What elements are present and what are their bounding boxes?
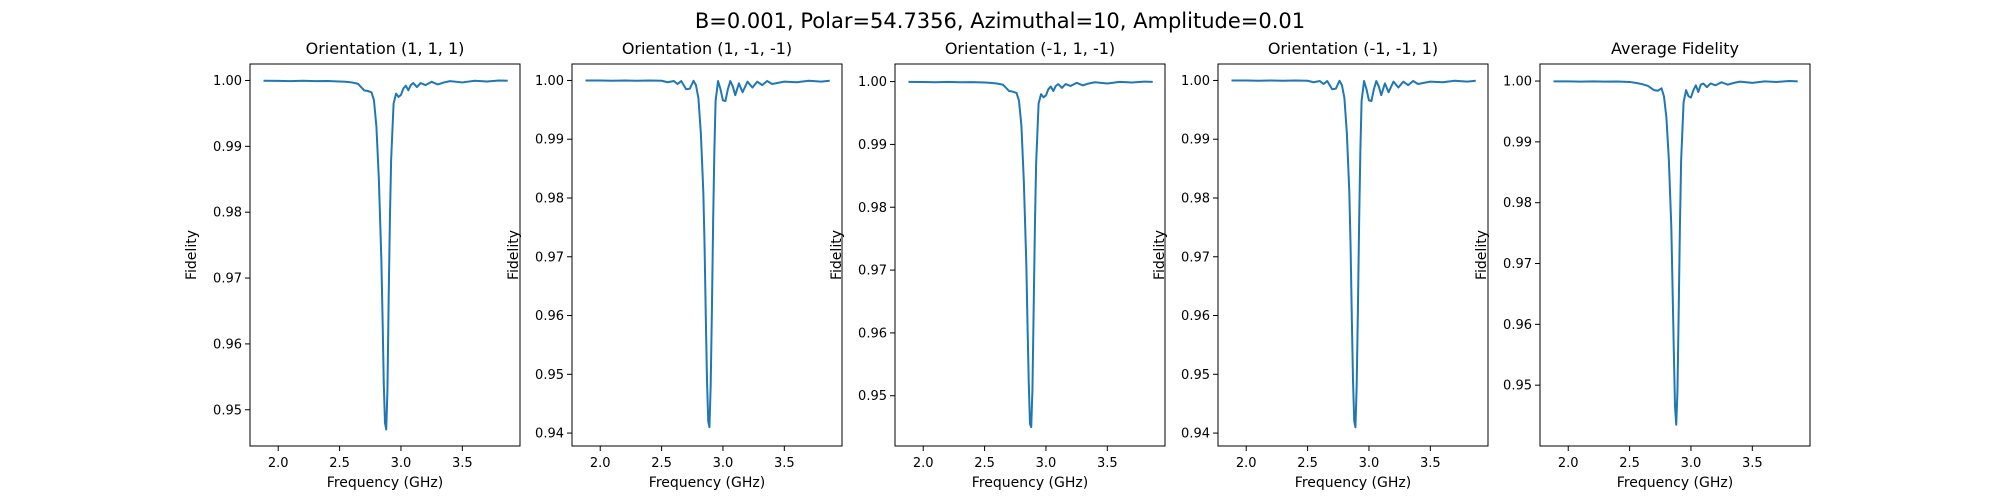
x-tick-label: 3.0	[1681, 456, 1702, 471]
x-tick-label: 2.0	[913, 456, 934, 471]
x-tick-label: 3.5	[452, 456, 473, 471]
y-tick-label: 0.98	[535, 191, 564, 206]
y-tick-label: 0.95	[858, 389, 887, 404]
y-tick-label: 0.97	[1503, 257, 1532, 272]
y-tick-label: 0.94	[1181, 427, 1210, 442]
subplot-title: Orientation (1, 1, 1)	[306, 39, 465, 58]
x-axis-label: Frequency (GHz)	[649, 475, 765, 491]
fidelity-line	[263, 79, 508, 431]
y-tick-label: 1.00	[858, 75, 887, 90]
y-tick-label: 0.98	[1181, 191, 1210, 206]
x-tick-label: 3.0	[1359, 456, 1380, 471]
x-axis-label: Frequency (GHz)	[327, 475, 443, 491]
x-tick-label: 2.0	[1558, 456, 1579, 471]
y-axis-label: Fidelity	[829, 230, 845, 280]
subplot-title: Orientation (1, -1, -1)	[622, 39, 792, 58]
x-tick-label: 3.5	[1742, 456, 1763, 471]
x-axis-label: Frequency (GHz)	[1617, 475, 1733, 491]
y-axis-label: Fidelity	[184, 230, 200, 280]
fidelity-line	[1231, 79, 1476, 429]
x-tick-label: 2.5	[974, 456, 995, 471]
x-tick-label: 2.0	[590, 456, 611, 471]
subplot-title: Orientation (-1, -1, 1)	[1268, 39, 1438, 58]
plot-frame	[249, 63, 521, 447]
y-tick-label: 0.99	[1503, 135, 1532, 150]
y-tick-label: 1.00	[535, 74, 564, 89]
x-axis-label: Frequency (GHz)	[1295, 475, 1411, 491]
subplot-title: Orientation (-1, 1, -1)	[945, 39, 1115, 58]
y-tick-label: 0.98	[1503, 196, 1532, 211]
x-axis-label: Frequency (GHz)	[972, 475, 1088, 491]
y-tick-label: 0.99	[858, 138, 887, 153]
x-tick-label: 2.0	[268, 456, 289, 471]
y-tick-label: 0.95	[213, 403, 242, 418]
subplot-5: Average Fidelity 2.0 2.5 3.0 3.5 0.95 0.96 0.97…	[1474, 39, 1811, 491]
x-tick-label: 3.5	[1097, 456, 1118, 471]
figure-title: B=0.001, Polar=54.7356, Azimuthal=10, Am…	[695, 9, 1305, 33]
y-tick-label: 0.97	[213, 272, 242, 287]
y-axis-label: Fidelity	[1152, 230, 1168, 280]
y-tick-label: 0.95	[1503, 379, 1532, 394]
y-tick-label: 0.95	[535, 368, 564, 383]
x-tick-label: 2.5	[329, 456, 350, 471]
y-tick-label: 1.00	[1503, 75, 1532, 90]
y-tick-label: 1.00	[213, 74, 242, 89]
plot-frame	[894, 63, 1166, 447]
fidelity-line	[1553, 80, 1798, 426]
y-tick-label: 0.99	[535, 133, 564, 148]
y-tick-label: 0.97	[535, 250, 564, 265]
x-tick-label: 3.0	[391, 456, 412, 471]
y-axis-label: Fidelity	[1474, 230, 1490, 280]
y-tick-label: 0.96	[213, 337, 242, 352]
x-tick-label: 2.5	[1297, 456, 1318, 471]
x-tick-label: 3.0	[713, 456, 734, 471]
y-tick-label: 0.95	[1181, 368, 1210, 383]
subplot-title: Average Fidelity	[1611, 39, 1739, 58]
y-tick-label: 0.97	[1181, 250, 1210, 265]
y-tick-label: 0.96	[858, 326, 887, 341]
y-tick-label: 0.96	[1503, 318, 1532, 333]
y-tick-label: 1.00	[1181, 74, 1210, 89]
y-axis-label: Fidelity	[506, 230, 522, 280]
fidelity-line	[908, 80, 1153, 429]
y-tick-label: 0.96	[1181, 309, 1210, 324]
plot-frame	[1539, 63, 1811, 447]
x-tick-label: 2.0	[1236, 456, 1257, 471]
x-tick-label: 2.5	[651, 456, 672, 471]
x-tick-label: 3.5	[774, 456, 795, 471]
y-tick-label: 0.97	[858, 264, 887, 279]
panels: Orientation (1, 1, 1) 2.0 2.5 3.0 3.5 0.95 0.9…	[184, 39, 1811, 491]
x-tick-label: 3.5	[1420, 456, 1441, 471]
x-tick-label: 3.0	[1036, 456, 1057, 471]
plot-frame	[571, 63, 843, 447]
y-tick-label: 0.98	[213, 206, 242, 221]
subplot-1: Orientation (1, 1, 1) 2.0 2.5 3.0 3.5 0.95 0.9…	[184, 39, 521, 491]
y-tick-label: 0.99	[213, 140, 242, 155]
fidelity-line	[585, 79, 830, 429]
y-tick-label: 0.96	[535, 309, 564, 324]
subplot-4: Orientation (-1, -1, 1) 2.0 2.5 3.0 3.5 0.94 0…	[1152, 39, 1489, 491]
y-tick-label: 0.99	[1181, 133, 1210, 148]
subplot-3: Orientation (-1, 1, -1) 2.0 2.5 3.0 3.5 0.95 0…	[829, 39, 1166, 491]
y-tick-label: 0.94	[535, 427, 564, 442]
x-tick-label: 2.5	[1619, 456, 1640, 471]
y-tick-label: 0.98	[858, 201, 887, 216]
subplot-2: Orientation (1, -1, -1) 2.0 2.5 3.0 3.5 0.94 0…	[506, 39, 843, 491]
plot-frame	[1217, 63, 1489, 447]
